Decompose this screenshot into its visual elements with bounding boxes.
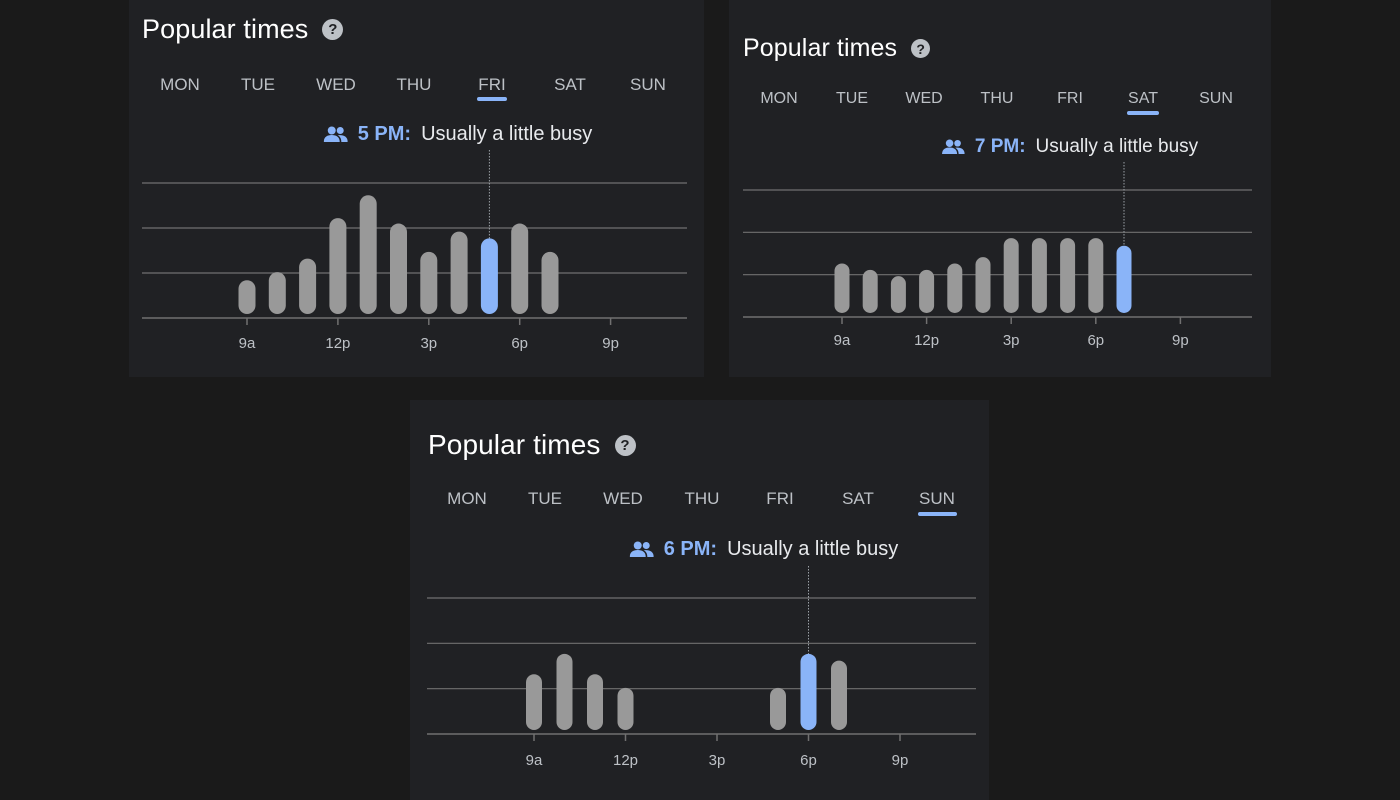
x-tick-label: 6p [1087, 332, 1105, 349]
tab-sat[interactable]: SAT [842, 489, 874, 508]
people-icon [942, 139, 965, 155]
x-tick-label: 9a [833, 332, 851, 349]
x-tick-label: 9a [238, 335, 256, 352]
panel-title: Popular times [142, 14, 309, 44]
x-tick-label: 12p [914, 332, 940, 349]
selected-day-underline [1127, 111, 1159, 115]
bar-hour[interactable] [329, 218, 347, 314]
x-tick-label: 12p [612, 752, 639, 769]
busy-status: 5 PM: Usually a little busy [323, 123, 593, 146]
status-text: Usually a little busy [1035, 136, 1199, 157]
bar-hour[interactable] [1031, 238, 1047, 313]
tab-mon[interactable]: MON [447, 489, 487, 508]
busyness-chart [743, 162, 1252, 324]
tab-tue[interactable]: TUE [241, 75, 275, 94]
tab-mon[interactable]: MON [160, 75, 200, 94]
tab-sun[interactable]: SUN [1199, 90, 1233, 107]
bar-hour[interactable] [541, 251, 559, 314]
panel-title: Popular times [743, 34, 898, 62]
x-tick-label: 6p [800, 752, 817, 769]
x-tick-label: 9p [1172, 332, 1189, 349]
panel-title: Popular times [428, 429, 601, 460]
tab-wed[interactable]: WED [316, 75, 356, 94]
bar-hour[interactable] [617, 687, 634, 730]
busyness-chart [142, 150, 687, 325]
tab-fri[interactable]: FRI [766, 489, 794, 508]
title-row: Popular times ? [743, 34, 931, 63]
people-icon [629, 541, 654, 557]
tab-sun[interactable]: SUN [919, 489, 955, 508]
title-row: Popular times ? [428, 429, 636, 461]
tab-fri[interactable]: FRI [1057, 90, 1083, 107]
tab-wed[interactable]: WED [603, 489, 643, 508]
bar-hour[interactable] [556, 653, 573, 730]
x-tick-label: 9p [891, 752, 909, 769]
bar-hour[interactable] [919, 269, 935, 313]
busyness-chart [427, 566, 976, 741]
bar-hour[interactable] [359, 195, 377, 314]
bar-selected-hour[interactable] [800, 653, 817, 730]
status-text: Usually a little busy [421, 123, 593, 145]
bar-hour[interactable] [238, 280, 256, 314]
tab-mon[interactable]: MON [760, 90, 798, 107]
bar-hour[interactable] [299, 258, 317, 314]
status-text: Usually a little busy [727, 538, 899, 560]
bar-hour[interactable] [1088, 238, 1104, 313]
x-tick-label: 3p [708, 752, 726, 769]
bar-hour[interactable] [526, 674, 542, 730]
help-circle-icon[interactable]: ? [614, 434, 636, 456]
selected-day-underline [477, 97, 507, 101]
bar-selected-hour[interactable] [1116, 245, 1132, 313]
selected-day-underline [918, 512, 957, 516]
x-tick-label: 12p [325, 335, 351, 352]
title-row: Popular times ? [142, 14, 344, 45]
tab-sat[interactable]: SAT [554, 75, 586, 94]
tab-sun[interactable]: SUN [630, 75, 666, 94]
x-tick-label: 6p [511, 335, 529, 352]
popular-times-panel-sat: Popular times ? MON TUE WED THU FRI SAT … [729, 0, 1271, 377]
help-circle-icon[interactable]: ? [911, 39, 931, 58]
bar-hour[interactable] [268, 272, 286, 314]
bar-hour[interactable] [834, 263, 850, 313]
bar-hour[interactable] [947, 263, 963, 313]
bar-hour[interactable] [831, 660, 847, 730]
bar-hour[interactable] [511, 223, 529, 314]
tab-tue[interactable]: TUE [528, 489, 562, 508]
bar-hour[interactable] [420, 251, 438, 314]
busy-status: 6 PM: Usually a little busy [629, 538, 899, 561]
busy-status: 7 PM: Usually a little busy [942, 136, 1198, 158]
x-tick-label: 3p [1002, 332, 1020, 349]
people-icon [323, 126, 348, 142]
status-time: 7 PM: [974, 136, 1026, 157]
help-circle-icon[interactable]: ? [322, 19, 344, 40]
bar-hour[interactable] [770, 687, 786, 730]
tab-thu[interactable]: THU [980, 90, 1014, 107]
x-tick-label: 9p [602, 335, 619, 352]
bar-hour[interactable] [587, 674, 603, 730]
tab-wed[interactable]: WED [905, 90, 943, 107]
x-tick-label: 9a [525, 752, 543, 769]
bar-hour[interactable] [1003, 238, 1019, 313]
bar-hour[interactable] [890, 276, 906, 313]
bar-hour[interactable] [450, 231, 468, 314]
bar-selected-hour[interactable] [480, 238, 498, 314]
bar-hour[interactable] [390, 223, 407, 314]
bar-hour[interactable] [1060, 238, 1076, 313]
popular-times-panel-sun: Popular times ? MON TUE WED THU FRI SAT … [410, 400, 989, 800]
x-tick-label: 3p [420, 335, 438, 352]
status-time: 6 PM: [663, 538, 718, 560]
bar-hour[interactable] [862, 269, 878, 313]
tab-thu[interactable]: THU [396, 75, 432, 94]
popular-times-panel-fri: Popular times ? MON TUE WED THU FRI SAT … [129, 0, 704, 377]
tab-fri[interactable]: FRI [478, 75, 506, 94]
bar-hour[interactable] [975, 257, 991, 313]
tab-sat[interactable]: SAT [1128, 90, 1158, 107]
status-time: 5 PM: [357, 123, 412, 145]
tab-thu[interactable]: THU [684, 489, 720, 508]
tab-tue[interactable]: TUE [836, 90, 868, 107]
